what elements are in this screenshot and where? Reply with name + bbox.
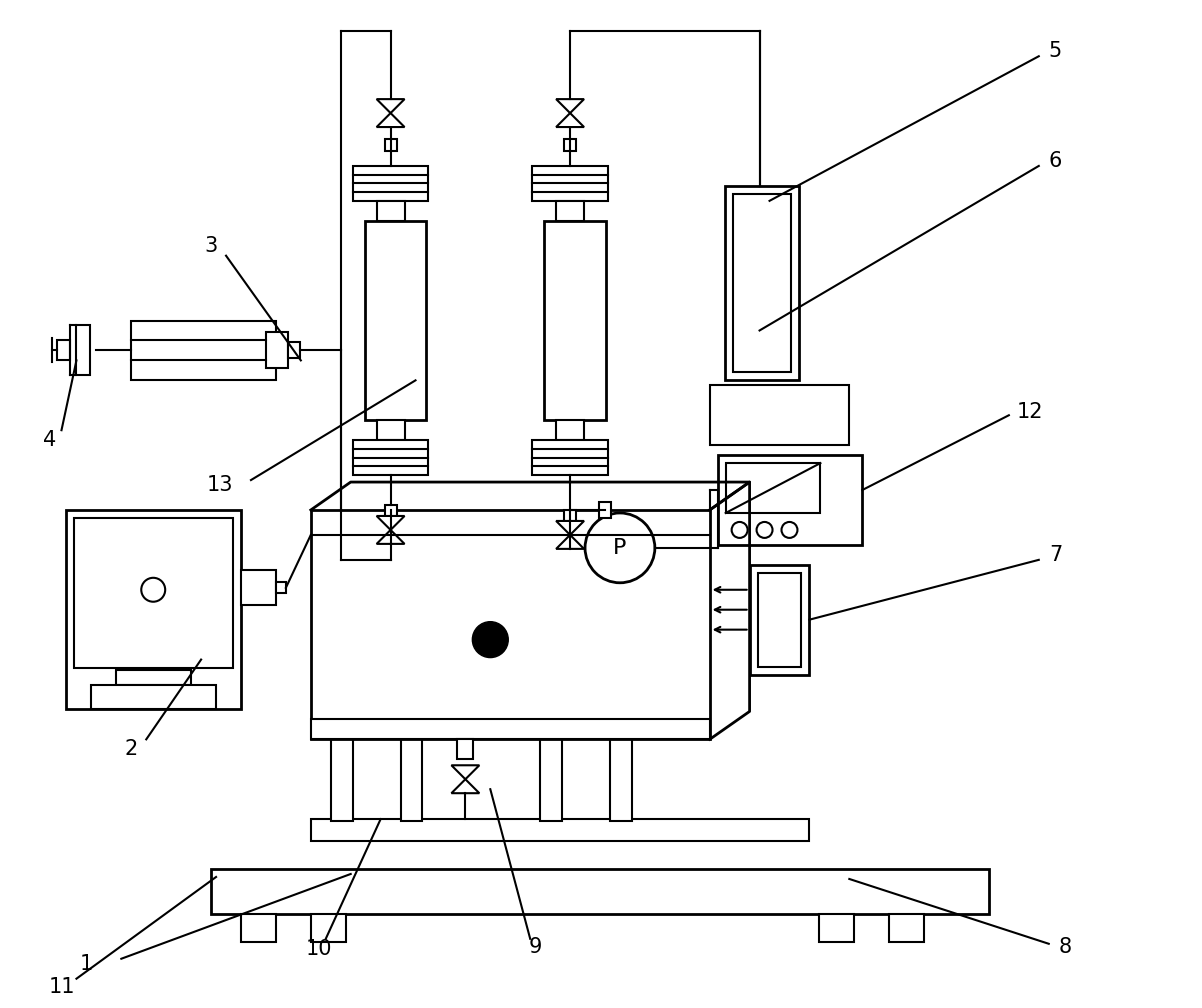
Bar — [458, 739, 474, 759]
Bar — [376, 420, 405, 440]
Bar — [599, 502, 611, 518]
Bar — [266, 333, 287, 368]
Polygon shape — [376, 113, 405, 127]
Text: 3: 3 — [204, 236, 218, 256]
Bar — [545, 221, 606, 420]
Bar — [331, 739, 352, 822]
Bar — [757, 573, 802, 666]
Text: P: P — [613, 538, 626, 557]
Polygon shape — [557, 535, 584, 549]
Bar — [540, 739, 563, 822]
Bar — [212, 869, 989, 914]
Polygon shape — [557, 521, 584, 535]
Bar — [609, 739, 632, 822]
Bar — [352, 440, 428, 475]
Bar — [276, 582, 286, 593]
Text: 13: 13 — [207, 475, 233, 495]
Bar — [376, 201, 405, 221]
Bar — [311, 510, 709, 739]
Text: 11: 11 — [48, 977, 75, 997]
Bar — [311, 914, 346, 941]
Bar — [75, 518, 233, 667]
Text: 6: 6 — [1049, 151, 1063, 171]
Polygon shape — [452, 765, 480, 779]
Bar — [66, 510, 240, 710]
Bar — [564, 510, 576, 522]
Polygon shape — [452, 779, 480, 793]
Bar — [311, 720, 709, 739]
Text: 10: 10 — [305, 938, 332, 959]
Polygon shape — [376, 516, 405, 530]
Circle shape — [472, 622, 508, 657]
Bar — [532, 440, 608, 475]
Bar — [240, 570, 276, 605]
Bar — [131, 321, 276, 380]
Bar — [532, 166, 608, 201]
Bar — [311, 820, 809, 841]
Bar — [385, 505, 397, 517]
Text: 5: 5 — [1049, 41, 1063, 61]
Bar — [364, 221, 427, 420]
Bar — [557, 201, 584, 221]
Bar — [77, 326, 90, 375]
Bar — [750, 564, 809, 674]
Polygon shape — [557, 113, 584, 127]
Bar — [287, 343, 299, 359]
Text: 8: 8 — [1059, 936, 1072, 957]
Bar — [385, 139, 397, 151]
Bar — [240, 914, 276, 941]
Bar — [726, 463, 821, 513]
Bar — [820, 914, 855, 941]
Bar — [557, 420, 584, 440]
Text: 12: 12 — [1017, 402, 1043, 422]
Text: 9: 9 — [529, 936, 542, 957]
Polygon shape — [376, 99, 405, 113]
Bar — [733, 194, 791, 372]
Bar — [91, 684, 216, 710]
Text: 2: 2 — [125, 739, 138, 759]
Polygon shape — [376, 530, 405, 544]
Bar — [352, 166, 428, 201]
Bar — [718, 456, 862, 545]
Bar — [56, 341, 71, 361]
Text: 1: 1 — [79, 954, 93, 974]
Bar — [117, 669, 191, 684]
Bar — [889, 914, 924, 941]
Bar — [725, 185, 799, 380]
Polygon shape — [557, 99, 584, 113]
Bar — [564, 139, 576, 151]
Bar — [709, 385, 850, 446]
Text: 4: 4 — [43, 430, 56, 451]
Bar — [400, 739, 422, 822]
Text: 7: 7 — [1049, 545, 1063, 564]
